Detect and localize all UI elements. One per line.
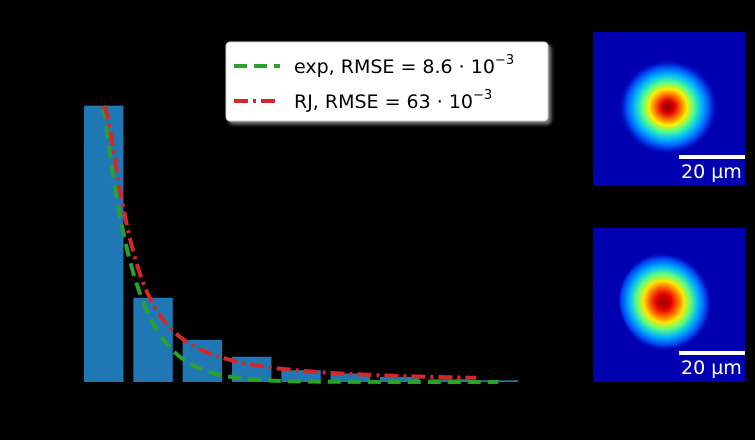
legend-box [225,41,549,122]
beam-profile-inset-top: 20 µm [593,32,745,186]
bar-6 [330,373,371,382]
scale-bar-label: 20 µm [681,357,742,379]
bar-1 [84,105,124,382]
rj-fit-curve [101,104,477,380]
scale-bar-label: 20 µm [681,161,742,183]
bar-5 [281,370,321,382]
beam-profile-inset-bottom: 20 µm [593,228,745,382]
beam-profile-spot [618,59,718,155]
beam-profile-spot [619,252,717,352]
legend-label-rj: RJ, RMSE = 63 · 10−3 [294,88,492,113]
bar-series [84,105,519,382]
legend-label-exp: exp, RMSE = 8.6 · 10−3 [294,53,514,78]
legend: exp, RMSE = 8.6 · 10−3 RJ, RMSE = 63 · 1… [225,41,549,122]
bar-2 [133,297,173,382]
exp-fit-curve [101,105,499,384]
bar-7 [380,376,420,382]
